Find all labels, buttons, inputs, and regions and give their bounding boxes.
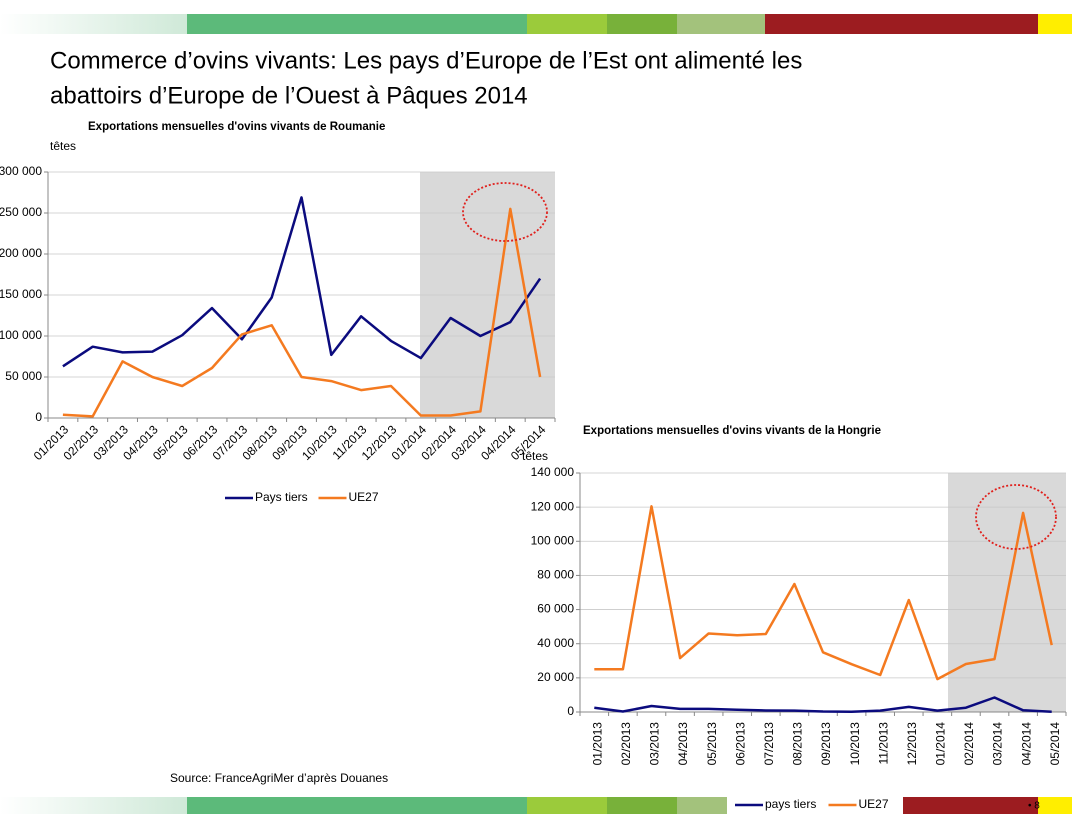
y-tick-label: 100 000 bbox=[0, 328, 42, 342]
x-tick-label: 12/2013 bbox=[905, 722, 919, 766]
x-tick-label: 08/2013 bbox=[791, 722, 805, 766]
y-tick-label: 140 000 bbox=[531, 465, 575, 479]
highlight-circle bbox=[462, 182, 548, 242]
legend-bg bbox=[727, 796, 903, 814]
x-tick-label: 05/2014 bbox=[1048, 722, 1062, 766]
x-tick-label: 03/2014 bbox=[991, 722, 1005, 766]
y-tick-label: 150 000 bbox=[0, 287, 42, 301]
x-tick-label: 02/2014 bbox=[962, 722, 976, 766]
legend-label: UE27 bbox=[349, 490, 379, 504]
y-tick-label: 40 000 bbox=[537, 636, 574, 650]
x-tick-label: 07/2013 bbox=[762, 722, 776, 766]
y-axis-label: têtes bbox=[522, 449, 548, 463]
slide-title: Commerce d’ovins vivants: Les pays d’Eur… bbox=[50, 47, 802, 74]
chart-title: Exportations mensuelles d'ovins vivants … bbox=[88, 121, 385, 133]
series-line bbox=[594, 505, 1053, 681]
y-tick-label: 50 000 bbox=[5, 369, 42, 383]
x-tick-label: 03/2013 bbox=[648, 722, 662, 766]
slide-title: abattoirs d’Europe de l’Ouest à Pâques 2… bbox=[50, 82, 528, 109]
legend: pays tiers UE27 bbox=[727, 796, 903, 814]
y-tick-label: 60 000 bbox=[537, 602, 574, 616]
series-line bbox=[594, 696, 1052, 713]
x-tick-label: 01/2013 bbox=[590, 722, 604, 766]
highlight-circle bbox=[975, 484, 1057, 550]
y-tick-label: 20 000 bbox=[537, 670, 574, 684]
y-tick-label: 120 000 bbox=[531, 499, 575, 513]
bottom-band bbox=[0, 797, 1072, 814]
y-tick-label: 200 000 bbox=[0, 246, 42, 260]
x-tick-label: 09/2013 bbox=[819, 722, 833, 766]
x-tick-label: 02/2013 bbox=[619, 722, 633, 766]
series-line bbox=[62, 207, 542, 418]
x-tick-label: 05/2013 bbox=[705, 722, 719, 766]
y-tick-label: 100 000 bbox=[531, 533, 575, 547]
series-line bbox=[62, 196, 542, 368]
source: Source: FranceAgriMer d’après Douanes bbox=[170, 771, 388, 785]
x-tick-label: 04/2013 bbox=[676, 722, 690, 766]
x-tick-label: 04/2014 bbox=[1019, 722, 1033, 766]
x-tick-label: 06/2013 bbox=[733, 722, 747, 766]
page-number: • 8 bbox=[1028, 801, 1040, 812]
x-tick-label: 11/2013 bbox=[876, 722, 890, 765]
y-tick-label: 0 bbox=[35, 410, 42, 424]
y-tick-label: 250 000 bbox=[0, 205, 42, 219]
x-tick-label: 10/2013 bbox=[848, 722, 862, 766]
y-tick-label: 300 000 bbox=[0, 164, 42, 178]
legend: Pays tiers UE27 bbox=[225, 490, 379, 504]
legend-label: pays tiers bbox=[765, 797, 816, 811]
chart-title: Exportations mensuelles d'ovins vivants … bbox=[583, 425, 881, 437]
y-tick-label: 0 bbox=[567, 704, 574, 718]
y-axis-label: têtes bbox=[50, 139, 76, 153]
x-tick-label: 01/2014 bbox=[934, 722, 948, 766]
top-band bbox=[0, 14, 1072, 34]
y-tick-label: 80 000 bbox=[537, 568, 574, 582]
legend-label: UE27 bbox=[859, 797, 889, 811]
legend-label: Pays tiers bbox=[255, 490, 308, 504]
